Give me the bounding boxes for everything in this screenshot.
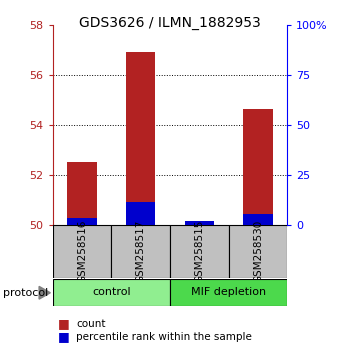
Bar	[185, 221, 214, 225]
Bar	[243, 109, 273, 225]
Bar	[243, 214, 273, 225]
Bar	[67, 162, 97, 225]
Polygon shape	[39, 286, 50, 299]
Bar	[53, 225, 111, 278]
Bar	[185, 221, 214, 225]
Bar	[67, 218, 97, 225]
Text: GSM258516: GSM258516	[77, 219, 87, 283]
Text: ■: ■	[58, 331, 70, 343]
Text: ■: ■	[58, 318, 70, 330]
Text: GSM258530: GSM258530	[253, 220, 263, 283]
Bar	[170, 279, 287, 306]
Bar	[112, 225, 170, 278]
Text: percentile rank within the sample: percentile rank within the sample	[76, 332, 252, 342]
Text: GDS3626 / ILMN_1882953: GDS3626 / ILMN_1882953	[79, 16, 261, 30]
Text: MIF depletion: MIF depletion	[191, 287, 266, 297]
Text: count: count	[76, 319, 106, 329]
Text: protocol: protocol	[3, 288, 49, 298]
Text: GSM258517: GSM258517	[136, 219, 146, 283]
Bar	[126, 202, 155, 225]
Text: GSM258515: GSM258515	[194, 219, 204, 283]
Bar	[170, 225, 228, 278]
Bar	[229, 225, 287, 278]
Bar	[126, 52, 155, 225]
Bar	[53, 279, 170, 306]
Text: control: control	[92, 287, 131, 297]
